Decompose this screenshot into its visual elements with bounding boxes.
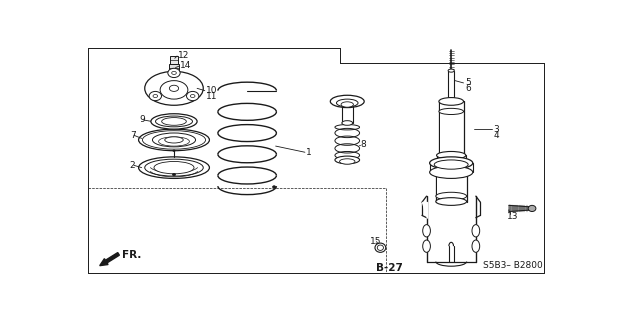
Ellipse shape	[335, 156, 360, 164]
Text: S5B3– B2800: S5B3– B2800	[483, 261, 543, 270]
Ellipse shape	[273, 186, 276, 188]
Ellipse shape	[439, 98, 463, 105]
Text: 3: 3	[493, 125, 499, 134]
Ellipse shape	[472, 240, 480, 252]
Ellipse shape	[436, 167, 467, 174]
Ellipse shape	[340, 159, 355, 164]
Ellipse shape	[439, 108, 463, 115]
Ellipse shape	[337, 99, 358, 107]
Ellipse shape	[448, 69, 454, 72]
Ellipse shape	[152, 133, 196, 147]
Ellipse shape	[172, 174, 175, 176]
Text: 15: 15	[371, 237, 382, 246]
Ellipse shape	[162, 118, 186, 125]
Text: FR.: FR.	[122, 250, 141, 260]
Ellipse shape	[149, 92, 161, 101]
Ellipse shape	[435, 160, 468, 169]
Ellipse shape	[156, 116, 193, 127]
Ellipse shape	[145, 159, 204, 176]
Text: B-27: B-27	[376, 263, 403, 273]
Ellipse shape	[378, 245, 383, 250]
Polygon shape	[509, 205, 531, 211]
Text: 9: 9	[140, 115, 145, 124]
Ellipse shape	[173, 150, 175, 152]
Ellipse shape	[143, 131, 205, 149]
Ellipse shape	[145, 71, 204, 105]
Text: 10: 10	[206, 86, 218, 95]
Ellipse shape	[166, 83, 182, 94]
Ellipse shape	[436, 158, 466, 165]
Text: 11: 11	[206, 92, 218, 100]
Ellipse shape	[164, 137, 183, 143]
Ellipse shape	[139, 157, 209, 178]
Polygon shape	[422, 202, 427, 218]
Ellipse shape	[186, 92, 199, 101]
Bar	[440, 101, 463, 155]
Ellipse shape	[436, 192, 467, 200]
Text: 7: 7	[130, 131, 136, 140]
Ellipse shape	[436, 152, 466, 159]
Ellipse shape	[422, 240, 431, 252]
Ellipse shape	[170, 85, 179, 92]
Ellipse shape	[190, 94, 195, 98]
Text: 8: 8	[360, 140, 366, 149]
Ellipse shape	[422, 225, 431, 237]
Text: 14: 14	[180, 62, 191, 70]
Text: 5: 5	[465, 78, 471, 87]
Ellipse shape	[472, 225, 480, 237]
Ellipse shape	[151, 114, 197, 129]
Text: 13: 13	[507, 212, 518, 221]
Text: 1: 1	[307, 148, 312, 157]
Text: 6: 6	[465, 84, 471, 93]
Text: 4: 4	[493, 131, 499, 140]
Bar	[170, 64, 179, 70]
Ellipse shape	[160, 81, 188, 99]
Ellipse shape	[172, 71, 176, 74]
Ellipse shape	[154, 161, 194, 174]
Ellipse shape	[528, 205, 536, 211]
Ellipse shape	[330, 95, 364, 108]
Ellipse shape	[168, 68, 180, 78]
Bar	[436, 171, 466, 202]
Ellipse shape	[159, 137, 189, 146]
Ellipse shape	[429, 166, 473, 178]
Ellipse shape	[153, 94, 157, 98]
Bar	[170, 56, 178, 64]
Text: 2: 2	[129, 161, 135, 170]
Ellipse shape	[341, 102, 353, 107]
Ellipse shape	[436, 198, 467, 205]
Text: 12: 12	[178, 51, 189, 61]
FancyArrow shape	[100, 253, 120, 266]
Ellipse shape	[342, 121, 353, 125]
Ellipse shape	[429, 157, 473, 169]
Ellipse shape	[139, 129, 209, 151]
Ellipse shape	[375, 243, 386, 252]
